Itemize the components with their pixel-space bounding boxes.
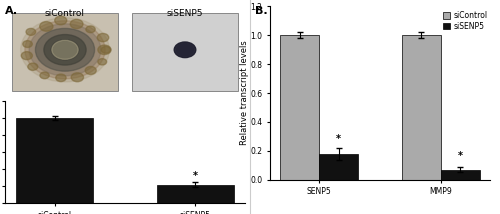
Circle shape [40, 72, 49, 79]
Circle shape [29, 24, 101, 76]
Bar [441, 170, 480, 180]
Circle shape [98, 59, 106, 65]
Bar [319, 154, 358, 180]
Circle shape [20, 18, 110, 82]
Y-axis label: Relative transcript levels: Relative transcript levels [240, 41, 249, 146]
Circle shape [101, 46, 110, 53]
Circle shape [176, 44, 194, 56]
Circle shape [52, 40, 78, 60]
Circle shape [174, 42, 196, 58]
Text: A.: A. [5, 6, 18, 16]
Circle shape [54, 16, 67, 25]
Bar [280, 35, 319, 180]
Circle shape [25, 21, 105, 79]
Circle shape [26, 28, 36, 35]
Circle shape [52, 40, 78, 59]
Circle shape [40, 22, 53, 31]
Circle shape [56, 74, 66, 82]
Legend: siControl, siSENP5: siControl, siSENP5 [442, 10, 488, 31]
Text: *: * [458, 151, 463, 161]
Bar [156, 184, 234, 203]
Circle shape [85, 66, 96, 74]
Text: *: * [193, 171, 198, 181]
Text: B.: B. [255, 6, 268, 16]
Circle shape [23, 41, 32, 48]
Circle shape [28, 63, 38, 70]
FancyBboxPatch shape [12, 13, 118, 91]
Circle shape [71, 73, 84, 82]
FancyBboxPatch shape [132, 13, 238, 91]
Circle shape [44, 34, 86, 65]
Circle shape [98, 45, 111, 55]
Bar [16, 118, 94, 203]
Circle shape [97, 33, 109, 42]
Circle shape [36, 28, 94, 71]
Circle shape [70, 19, 83, 29]
Text: *: * [336, 134, 341, 144]
Text: siControl: siControl [45, 9, 85, 18]
Circle shape [21, 52, 32, 60]
Text: siSENP5: siSENP5 [167, 9, 203, 18]
Circle shape [86, 26, 95, 33]
Bar [402, 35, 441, 180]
